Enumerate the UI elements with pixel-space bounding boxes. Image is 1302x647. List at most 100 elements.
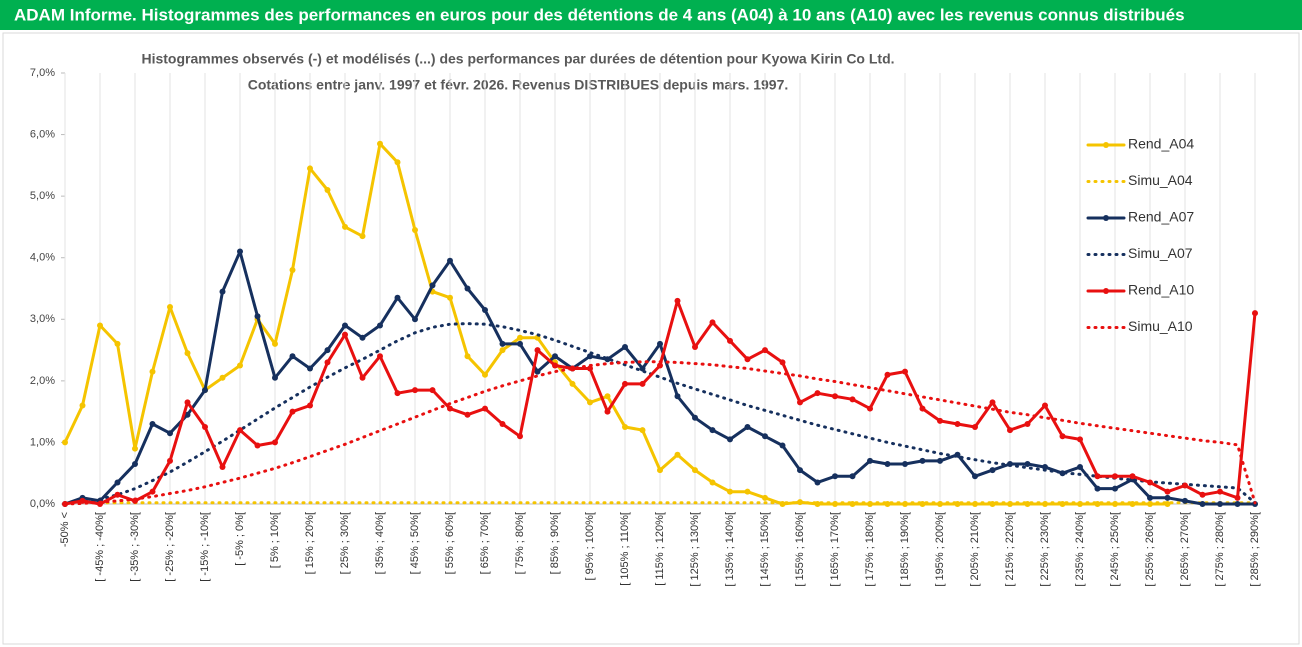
point (324, 347, 331, 354)
point (972, 424, 978, 431)
point (97, 322, 103, 329)
point (517, 340, 523, 347)
point (587, 399, 593, 406)
point (324, 359, 331, 366)
point (149, 488, 156, 495)
point (429, 282, 436, 289)
point (499, 420, 506, 427)
x-tick-label: [ 275% ; 280%[ (1214, 512, 1226, 587)
point (622, 380, 628, 387)
point (849, 396, 856, 403)
point (1217, 488, 1223, 495)
point (1024, 420, 1031, 427)
point (902, 368, 908, 375)
point (412, 227, 418, 234)
x-tick-label: [ 55% ; 60%[ (444, 512, 456, 574)
y-tick-label: 2,0% (30, 375, 55, 387)
point (114, 491, 121, 498)
point (1182, 497, 1188, 504)
point (79, 402, 86, 409)
x-tick-label: [ 195% ; 200%[ (934, 512, 946, 587)
point (674, 393, 681, 400)
point (534, 347, 541, 354)
legend-label: Rend_A04 (1128, 136, 1194, 152)
point (184, 411, 191, 418)
point (447, 405, 453, 412)
y-tick-label: 7,0% (30, 67, 55, 79)
point (289, 353, 296, 360)
point (219, 288, 226, 295)
point (867, 457, 873, 464)
point (132, 445, 138, 452)
point (254, 442, 261, 449)
point (604, 408, 611, 415)
x-tick-label: [ 85% ; 90%[ (549, 512, 561, 574)
x-tick-label: -50% < (59, 512, 71, 547)
x-tick-label: [ 225% ; 230%[ (1039, 512, 1051, 587)
point (1077, 436, 1083, 443)
point (149, 368, 156, 375)
point (727, 337, 733, 344)
point (377, 322, 383, 329)
point (622, 343, 628, 350)
point (937, 457, 943, 464)
point (307, 402, 313, 409)
point (762, 347, 768, 354)
point (272, 374, 278, 381)
point (184, 350, 191, 357)
x-tick-label: [ 185% ; 190%[ (899, 512, 911, 587)
point (359, 334, 366, 341)
point (709, 479, 716, 486)
point (307, 365, 313, 372)
y-tick-label: 5,0% (30, 190, 55, 202)
point (779, 442, 786, 449)
point (237, 362, 243, 369)
x-tick-label: [ -35% ; -30%[ (129, 512, 141, 582)
point (272, 340, 278, 347)
point (1147, 494, 1153, 501)
point (202, 387, 208, 394)
x-tick-label: [ 265% ; 270%[ (1179, 512, 1191, 587)
point (149, 420, 156, 427)
x-tick-label: [ 95% ; 100%[ (584, 512, 596, 581)
point (727, 488, 733, 495)
point (674, 451, 681, 458)
point (657, 340, 663, 347)
legend-marker (1103, 215, 1109, 221)
point (744, 424, 751, 431)
point (1094, 485, 1101, 492)
point (814, 390, 821, 397)
banner-bar (0, 0, 1302, 30)
point (359, 374, 366, 381)
legend-marker (1103, 288, 1109, 294)
point (447, 294, 453, 301)
point (919, 405, 926, 412)
point (762, 494, 768, 501)
point (342, 322, 348, 329)
point (797, 399, 803, 406)
legend-marker (1103, 142, 1109, 148)
point (1077, 464, 1083, 471)
point (1094, 473, 1101, 480)
point (202, 424, 208, 431)
point (954, 420, 961, 427)
point (692, 414, 698, 421)
point (62, 439, 68, 446)
point (219, 374, 226, 381)
point (499, 347, 506, 354)
point (499, 340, 506, 347)
point (1199, 501, 1206, 507)
point (394, 159, 401, 166)
point (832, 393, 838, 400)
x-tick-label: [ 145% ; 150%[ (759, 512, 771, 587)
point (482, 405, 488, 412)
point (289, 408, 296, 415)
point (1164, 494, 1171, 501)
point (692, 467, 698, 474)
x-tick-label: [ 235% ; 240%[ (1074, 512, 1086, 587)
legend-label: Rend_A10 (1128, 282, 1194, 298)
point (464, 285, 471, 292)
point (429, 387, 436, 394)
x-tick-label: [ 105% ; 110%[ (619, 512, 631, 586)
point (639, 427, 646, 434)
